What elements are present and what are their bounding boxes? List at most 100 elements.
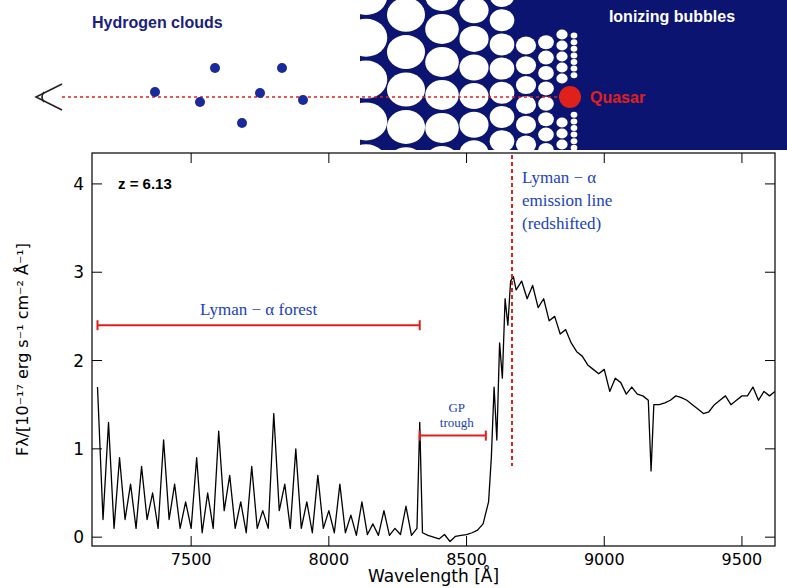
trough-label: trough <box>440 415 474 430</box>
bubble <box>345 102 388 140</box>
hydrogen-cloud <box>237 118 247 128</box>
source-label: Quasar <box>590 89 645 106</box>
y-tick <box>92 183 102 184</box>
bubble <box>490 82 515 104</box>
bubble <box>490 130 515 150</box>
bubble <box>425 47 459 77</box>
bubble <box>516 76 536 94</box>
y-tick-right <box>765 360 775 361</box>
bubble <box>516 136 536 151</box>
right-label: Ionizing bubbles <box>609 8 735 25</box>
chart: 7500800085009000950001234Wavelength [Å]F… <box>13 153 775 586</box>
forest-label: Lyman − α forest <box>200 300 317 319</box>
y-axis-title: Fλ/[10⁻¹⁷ erg s⁻¹ cm⁻² Å⁻¹] <box>13 243 32 456</box>
bubble <box>571 72 578 78</box>
bubble <box>571 132 578 138</box>
bubble <box>571 39 578 45</box>
bubble <box>571 125 578 131</box>
hydrogen-cloud <box>150 87 160 97</box>
bubble <box>516 37 536 55</box>
y-tick <box>92 272 102 273</box>
bubble <box>425 146 459 150</box>
bubble <box>345 0 388 15</box>
left-label: Hydrogen clouds <box>92 14 223 31</box>
x-tick <box>191 536 192 546</box>
bubble <box>459 26 488 52</box>
bubble <box>538 51 554 65</box>
bubble <box>556 63 567 73</box>
bubble <box>490 0 515 7</box>
bubble <box>516 96 536 114</box>
bubble <box>538 35 554 49</box>
bubble <box>556 118 567 128</box>
bubble <box>490 9 515 31</box>
spectrum-line <box>98 277 775 542</box>
bubble <box>571 33 578 39</box>
y-tick-right <box>765 537 775 538</box>
forest-range <box>98 324 420 326</box>
bubble <box>538 143 554 150</box>
bubble <box>538 66 554 80</box>
bubble <box>538 112 554 126</box>
trough-range <box>420 435 486 437</box>
x-tick-top <box>604 153 605 163</box>
x-tick-label: 9000 <box>584 550 625 569</box>
bubble <box>345 19 388 57</box>
bubble <box>556 41 567 51</box>
x-tick-label: 9500 <box>722 550 763 569</box>
bubble <box>345 61 388 99</box>
x-tick-top <box>741 153 742 163</box>
bubble <box>459 83 488 109</box>
y-tick-label: 3 <box>73 262 84 282</box>
y-tick-label: 4 <box>73 174 84 194</box>
bubble <box>387 35 425 69</box>
bubble <box>556 30 567 40</box>
x-tick <box>741 536 742 546</box>
bubble <box>571 112 578 118</box>
bubble <box>459 0 488 23</box>
bubble <box>425 14 459 44</box>
bubble <box>490 58 515 80</box>
trough-range-cap <box>419 431 421 441</box>
bubble <box>571 145 578 150</box>
y-tick-right <box>765 183 775 184</box>
data-layer <box>98 277 775 542</box>
ionized-region <box>360 0 787 150</box>
bubble <box>571 46 578 52</box>
bubble <box>556 140 567 150</box>
x-tick <box>604 536 605 546</box>
plot-frame <box>92 153 775 546</box>
bubble <box>538 97 554 111</box>
y-tick-right <box>765 448 775 449</box>
x-tick-top <box>466 153 467 163</box>
bubble <box>490 33 515 55</box>
emission-line-label: (redshifted) <box>522 214 601 233</box>
bubble <box>571 138 578 144</box>
redshift-label: z = 6.13 <box>118 175 172 192</box>
emission-line-label: Lyman − α <box>522 168 596 187</box>
x-tick <box>328 536 329 546</box>
bubble <box>387 0 425 32</box>
bubble <box>571 59 578 65</box>
diagram: Hydrogen clouds Ionizing bubbles Quasar <box>0 0 787 182</box>
y-tick-right <box>765 272 775 273</box>
hydrogen-cloud <box>277 63 287 73</box>
bubble <box>459 112 488 138</box>
hydrogen-cloud <box>195 97 205 107</box>
hydrogen-cloud <box>255 88 265 98</box>
x-tick-label: 7500 <box>171 550 212 569</box>
bubble <box>556 52 567 62</box>
x-tick-top <box>328 153 329 163</box>
bubbles <box>345 0 578 150</box>
sight-line <box>62 96 560 98</box>
quasar <box>559 86 581 108</box>
y-tick <box>92 360 102 361</box>
bubble <box>538 81 554 95</box>
forest-range-cap <box>97 320 99 330</box>
bubble <box>538 128 554 142</box>
x-tick <box>466 536 467 546</box>
bubble <box>490 106 515 128</box>
x-tick-label: 8000 <box>308 550 349 569</box>
bubble <box>387 73 425 107</box>
bubble <box>571 118 578 124</box>
